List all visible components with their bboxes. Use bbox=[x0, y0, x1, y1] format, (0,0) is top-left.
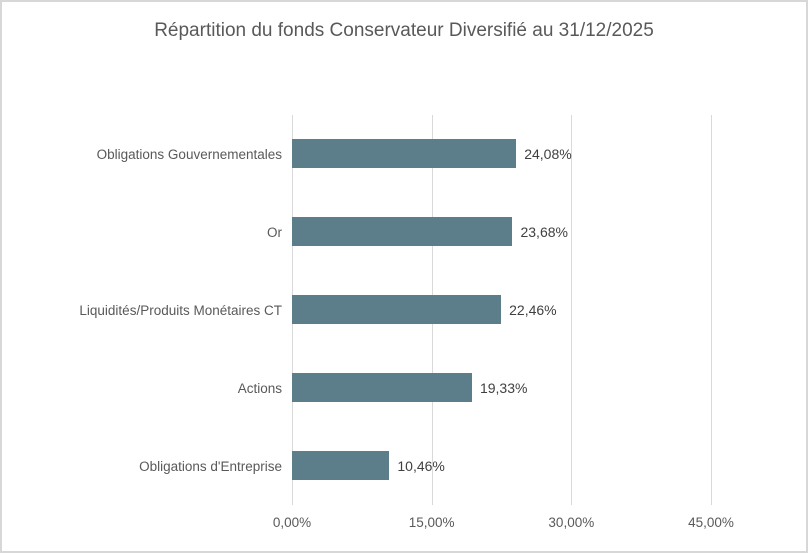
bar bbox=[292, 217, 513, 246]
x-tick-label: 30,00% bbox=[548, 515, 595, 530]
chart-title: Répartition du fonds Conservateur Divers… bbox=[154, 20, 654, 41]
gridline bbox=[571, 115, 573, 505]
bar-row: Or 23,68% bbox=[267, 193, 711, 271]
bar-row: Liquidités/Produits Monétaires CT 22,46% bbox=[79, 271, 711, 349]
bar-row: Obligations Gouvernementales 24,08% bbox=[97, 115, 711, 193]
bar bbox=[292, 295, 502, 324]
x-tick-label: 45,00% bbox=[688, 515, 734, 530]
value-label: 22,46% bbox=[509, 302, 557, 318]
x-tick-label: 0,00% bbox=[272, 515, 312, 530]
bar-row: Actions 19,33% bbox=[238, 349, 711, 427]
x-tick-label: 15,00% bbox=[408, 515, 455, 530]
bar-row: Obligations d'Entreprise 10,46% bbox=[139, 427, 711, 505]
bar bbox=[292, 451, 390, 480]
value-label: 19,33% bbox=[479, 380, 528, 396]
plot-area: Obligations Gouvernementales 24,08% Or 23,6… bbox=[79, 115, 712, 505]
value-label: 10,46% bbox=[397, 458, 445, 474]
category-label: Obligations Gouvernementales bbox=[96, 146, 282, 162]
gridline bbox=[711, 115, 712, 505]
bar bbox=[292, 373, 472, 402]
category-label: Liquidités/Produits Monétaires CT bbox=[79, 302, 282, 318]
value-label: 23,68% bbox=[520, 224, 568, 240]
category-label: Or bbox=[267, 224, 282, 240]
category-label: Obligations d'Entreprise bbox=[139, 458, 282, 474]
bar bbox=[292, 139, 517, 168]
category-label: Actions bbox=[237, 380, 282, 396]
value-label: 24,08% bbox=[524, 146, 572, 162]
